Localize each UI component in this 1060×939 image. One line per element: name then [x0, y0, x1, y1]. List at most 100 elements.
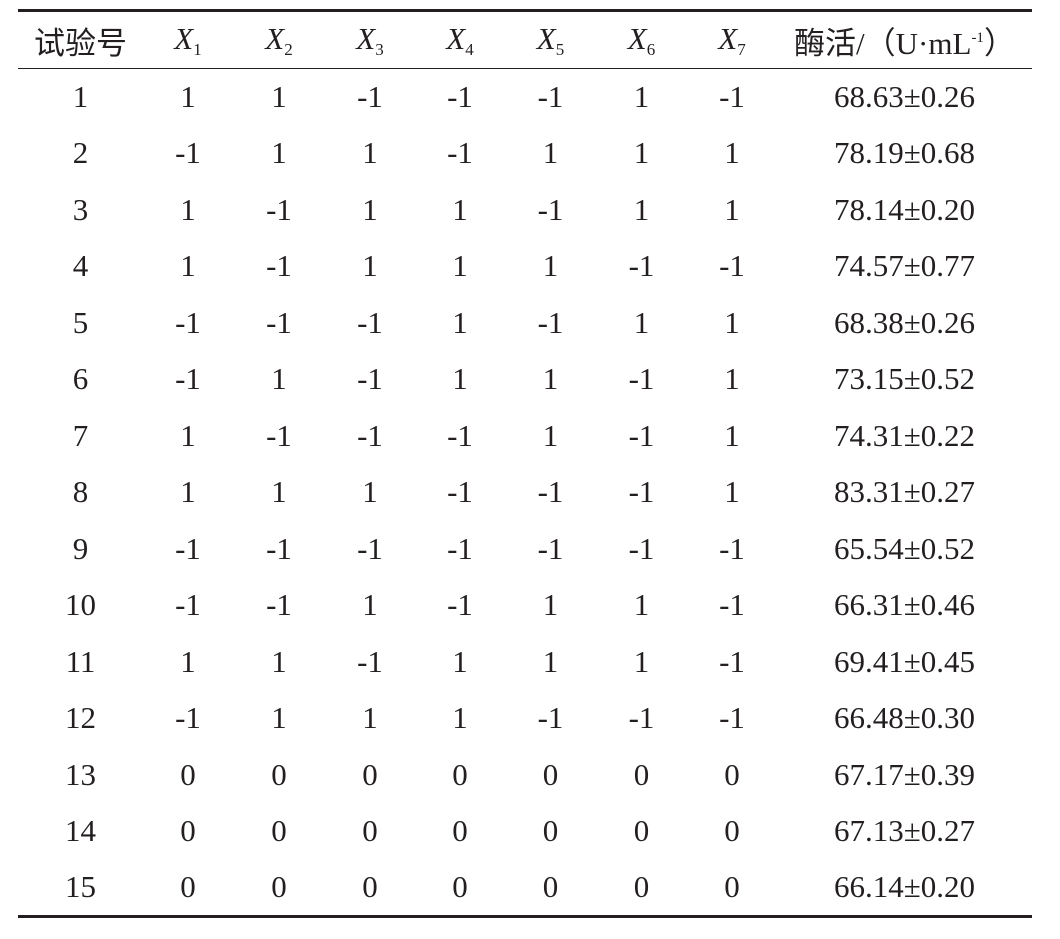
header-row: 试验号 X1 X2 X3 X4 X5 X6 X7 酶活/（U·mL-1）	[18, 10, 1032, 69]
factor-var: X	[536, 20, 556, 56]
table-row: 4 1 -1 1 1 1 -1 -1 74.57±0.77	[18, 238, 1032, 295]
cell-factor-x6: 0	[633, 869, 650, 904]
table-row: 12 -1 1 1 1 -1 -1 -1 66.48±0.30	[18, 690, 1032, 747]
cell-factor-x1: -1	[175, 587, 201, 623]
cell-factor-x7: 1	[724, 417, 740, 453]
header-activity-activity: 酶活/（U·mL	[794, 25, 972, 61]
cell-activity: 65.54±0.52	[833, 530, 975, 566]
cell-factor-x5: 0	[542, 869, 559, 904]
table-body: 1 1 1 -1 -1 -1 1 -1 68.63±0.26 2 -1 1 1 -1 1 1 1 78.19±0.…	[18, 69, 1032, 916]
cell-factor-x6: 1	[633, 191, 650, 227]
factor-subscript: 6	[646, 39, 656, 59]
factor-var: X	[174, 20, 194, 56]
table-row: 15 0 0 0 0 0 0 0 66.14±0.20	[18, 860, 1032, 916]
cell-trial: 4	[72, 248, 89, 284]
experiment-table: 试验号 X1 X2 X3 X4 X5 X6 X7 酶活/（U·mL-1） 1 1 1 -1 -1 -1 1…	[18, 9, 1032, 918]
cell-factor-x5: 1	[542, 248, 559, 284]
cell-factor-x3: 0	[362, 756, 378, 792]
cell-factor-x3: 1	[362, 248, 378, 284]
cell-trial: 15	[65, 869, 96, 904]
cell-factor-x2: 1	[271, 700, 287, 736]
cell-factor-x2: -1	[266, 191, 292, 227]
cell-factor-x4: -1	[447, 79, 473, 114]
cell-factor-x4: -1	[447, 417, 473, 453]
header-factor-x2: X2	[233, 11, 325, 69]
factor-subscript: 5	[555, 39, 565, 59]
cell-factor-x1: 1	[180, 191, 196, 227]
table-row: 3 1 -1 1 1 -1 1 1 78.14±0.20	[18, 182, 1032, 239]
cell-trial: 1	[72, 79, 89, 114]
cell-factor-x1: -1	[175, 361, 201, 397]
table-row: 7 1 -1 -1 -1 1 -1 1 74.31±0.22	[18, 408, 1032, 465]
cell-activity: 78.19±0.68	[833, 135, 975, 171]
cell-factor-x7: -1	[719, 587, 745, 623]
header-activity-activity-close: ）	[983, 25, 1015, 61]
cell-factor-x4: -1	[447, 474, 473, 510]
cell-activity: 68.63±0.26	[833, 79, 975, 114]
cell-factor-x1: 1	[180, 79, 196, 114]
header-factor-x7: X7	[687, 11, 777, 69]
cell-trial: 6	[72, 361, 89, 397]
factor-var: X	[265, 20, 285, 56]
factor-subscript: 2	[284, 39, 293, 59]
cell-factor-x3: -1	[357, 79, 383, 114]
header-activity: 酶活/（U·mL-1）	[777, 11, 1032, 69]
cell-activity: 74.57±0.77	[833, 248, 975, 284]
cell-factor-x7: 1	[724, 304, 740, 340]
cell-factor-x6: 0	[633, 756, 650, 792]
cell-activity: 67.17±0.39	[833, 756, 975, 792]
cell-factor-x1: -1	[175, 304, 201, 340]
table-row: 2 -1 1 1 -1 1 1 1 78.19±0.68	[18, 125, 1032, 182]
cell-factor-x5: 0	[542, 813, 559, 849]
cell-factor-x4: 0	[452, 813, 468, 849]
table-row: 5 -1 -1 -1 1 -1 1 1 68.38±0.26	[18, 295, 1032, 352]
cell-factor-x7: 1	[724, 135, 740, 171]
cell-activity: 73.15±0.52	[833, 361, 975, 397]
cell-factor-x3: 1	[362, 700, 378, 736]
cell-factor-x1: 1	[180, 248, 196, 284]
cell-factor-x6: -1	[628, 474, 655, 510]
cell-factor-x5: -1	[537, 700, 564, 736]
cell-factor-x5: -1	[537, 530, 564, 566]
cell-factor-x7: 1	[724, 191, 740, 227]
factor-var: X	[627, 20, 647, 56]
cell-factor-x1: -1	[175, 530, 201, 566]
cell-factor-x6: 1	[633, 135, 650, 171]
cell-factor-x7: -1	[719, 79, 745, 114]
cell-activity: 66.48±0.30	[833, 700, 975, 736]
factor-var: X	[446, 20, 466, 56]
table-row: 13 0 0 0 0 0 0 0 67.17±0.39	[18, 747, 1032, 804]
cell-activity: 66.31±0.46	[833, 587, 975, 623]
cell-activity: 66.14±0.20	[833, 869, 975, 904]
factor-var: X	[718, 20, 738, 56]
cell-factor-x2: 1	[271, 361, 287, 397]
cell-factor-x2: -1	[266, 530, 292, 566]
factor-var: X	[356, 20, 376, 56]
header-factor-x1: X1	[143, 11, 233, 69]
table-row: 8 1 1 1 -1 -1 -1 1 83.31±0.27	[18, 464, 1032, 521]
cell-activity: 78.14±0.20	[833, 191, 975, 227]
table-row: 11 1 1 -1 1 1 1 -1 69.41±0.45	[18, 634, 1032, 691]
cell-factor-x6: -1	[628, 700, 655, 736]
cell-factor-x2: -1	[266, 417, 292, 453]
cell-factor-x3: 1	[362, 587, 378, 623]
cell-factor-x6: 1	[633, 79, 650, 114]
cell-factor-x4: 0	[452, 869, 468, 904]
cell-factor-x3: 1	[362, 474, 378, 510]
cell-factor-x7: -1	[719, 643, 745, 679]
cell-trial: 12	[65, 700, 96, 736]
header-factor-x5: X5	[505, 11, 596, 69]
cell-factor-x6: 1	[633, 643, 650, 679]
cell-activity: 69.41±0.45	[833, 643, 975, 679]
cell-factor-x7: 0	[724, 756, 740, 792]
cell-factor-x2: 1	[271, 79, 287, 114]
cell-activity: 68.38±0.26	[833, 304, 975, 340]
cell-factor-x5: -1	[537, 304, 564, 340]
cell-trial: 3	[72, 191, 89, 227]
cell-trial: 14	[65, 813, 96, 849]
cell-factor-x4: 1	[452, 700, 468, 736]
cell-factor-x7: -1	[719, 248, 745, 284]
cell-factor-x3: 1	[362, 191, 378, 227]
cell-factor-x6: 1	[633, 587, 650, 623]
cell-factor-x1: 0	[180, 756, 196, 792]
